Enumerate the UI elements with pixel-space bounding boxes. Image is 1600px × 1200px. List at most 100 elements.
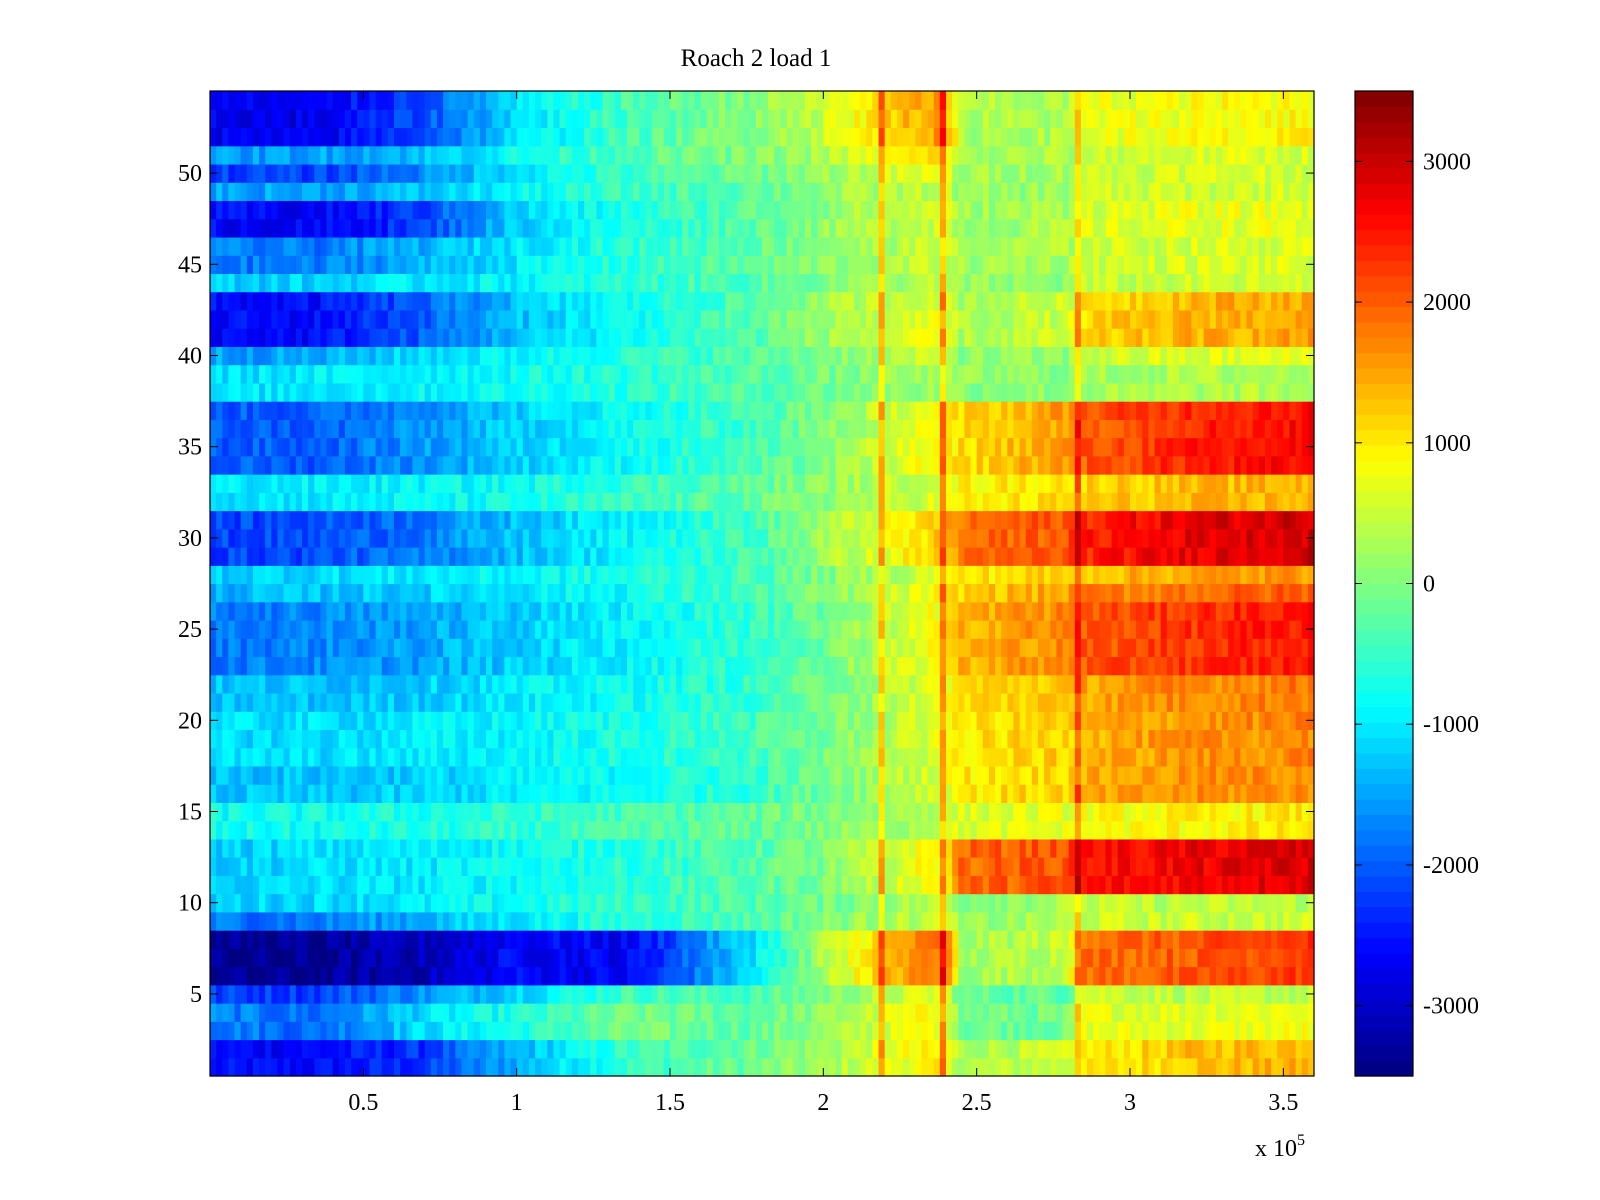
heatmap-cell xyxy=(1025,674,1033,694)
heatmap-cell xyxy=(271,692,279,712)
heatmap-cell xyxy=(762,802,769,822)
heatmap-cell xyxy=(1074,838,1082,858)
heatmap-cell xyxy=(283,930,291,949)
heatmap-cell xyxy=(381,948,389,968)
heatmap-cell xyxy=(1056,583,1064,603)
heatmap-cell xyxy=(786,601,794,621)
heatmap-cell xyxy=(645,930,653,949)
heatmap-cell xyxy=(320,619,328,639)
heatmap-cell xyxy=(234,674,242,694)
heatmap-cell xyxy=(1289,966,1297,986)
heatmap-cell xyxy=(302,1057,309,1077)
heatmap-cell xyxy=(375,875,383,895)
heatmap-cell xyxy=(1050,747,1057,767)
heatmap-cell xyxy=(314,765,321,785)
heatmap-cell xyxy=(1038,729,1045,749)
heatmap-cell xyxy=(670,765,677,785)
heatmap-cell xyxy=(1166,729,1174,749)
heatmap-cell xyxy=(1197,948,1205,968)
heatmap-cell xyxy=(1001,1057,1008,1077)
heatmap-cell xyxy=(786,747,794,767)
heatmap-cell xyxy=(222,674,229,694)
heatmap-cell xyxy=(406,820,413,840)
heatmap-cell xyxy=(1130,984,1137,1004)
heatmap-cell xyxy=(504,857,512,876)
heatmap-cell xyxy=(927,857,935,876)
heatmap-cell xyxy=(939,966,947,986)
heatmap-cell xyxy=(866,911,873,931)
heatmap-cell xyxy=(351,1021,358,1041)
heatmap-cell xyxy=(332,784,340,803)
heatmap-cell xyxy=(430,583,438,603)
heatmap-cell xyxy=(952,784,959,803)
heatmap-cell xyxy=(1191,674,1199,694)
heatmap-cell xyxy=(412,966,420,986)
heatmap-cell xyxy=(1087,656,1094,676)
heatmap-cell xyxy=(326,893,334,913)
heatmap-cell xyxy=(1044,565,1051,585)
heatmap-cell xyxy=(1062,601,1070,621)
heatmap-cell xyxy=(749,784,757,803)
heatmap-cell xyxy=(694,711,702,731)
heatmap-cell xyxy=(602,784,610,803)
heatmap-cell xyxy=(829,1003,837,1022)
heatmap-cell xyxy=(590,656,597,676)
heatmap-cell xyxy=(639,747,647,767)
heatmap-cell xyxy=(1277,930,1284,949)
heatmap-cell xyxy=(210,656,217,676)
heatmap-cell xyxy=(719,1021,726,1041)
heatmap-cell xyxy=(1111,711,1119,731)
heatmap-cell xyxy=(1044,765,1051,785)
heatmap-cell xyxy=(645,619,653,639)
heatmap-cell xyxy=(338,601,346,621)
heatmap-cell xyxy=(228,1039,236,1059)
heatmap-cell xyxy=(884,875,892,895)
heatmap-cell xyxy=(1019,784,1027,803)
heatmap-cell xyxy=(578,893,585,913)
heatmap-cell xyxy=(896,656,904,676)
heatmap-cell xyxy=(1185,619,1192,639)
heatmap-cell xyxy=(620,820,628,840)
heatmap-cell xyxy=(375,583,383,603)
heatmap-cell xyxy=(780,674,788,694)
heatmap-cell xyxy=(890,857,898,876)
heatmap-cell xyxy=(314,638,321,658)
heatmap-cell xyxy=(332,638,340,658)
heatmap-cell xyxy=(571,911,579,931)
heatmap-cell xyxy=(1277,692,1284,712)
heatmap-cell xyxy=(608,601,616,621)
heatmap-cell xyxy=(1062,984,1070,1004)
heatmap-cell xyxy=(1142,1021,1149,1041)
heatmap-cell xyxy=(639,1021,647,1041)
heatmap-cell xyxy=(1050,948,1057,968)
heatmap-cell xyxy=(210,583,217,603)
heatmap-cell xyxy=(884,784,892,803)
heatmap-cell xyxy=(829,601,837,621)
heatmap-cell xyxy=(375,930,383,949)
heatmap-cell xyxy=(762,1021,769,1041)
heatmap-cell xyxy=(755,674,763,694)
heatmap-cell xyxy=(400,1021,407,1041)
heatmap-cell xyxy=(608,1021,616,1041)
heatmap-cell xyxy=(663,692,671,712)
heatmap-cell xyxy=(927,1003,935,1022)
heatmap-cell xyxy=(553,656,561,676)
heatmap-cell xyxy=(1228,820,1235,840)
heatmap-cell xyxy=(719,765,726,785)
heatmap-cell xyxy=(1074,674,1082,694)
heatmap-cell xyxy=(1130,1021,1137,1041)
heatmap-cell xyxy=(584,930,591,949)
heatmap-cell xyxy=(578,802,585,822)
heatmap-cell xyxy=(295,820,303,840)
heatmap-cell xyxy=(1068,857,1076,876)
heatmap-cell xyxy=(1246,692,1254,712)
heatmap-cell xyxy=(1142,619,1149,639)
heatmap-cell xyxy=(1068,1039,1076,1059)
heatmap-cell xyxy=(1203,875,1211,895)
heatmap-cell xyxy=(363,656,371,676)
heatmap-cell xyxy=(240,765,248,785)
heatmap-cell xyxy=(663,638,671,658)
heatmap-cell xyxy=(1038,565,1045,585)
heatmap-cell xyxy=(240,729,248,749)
heatmap-cell xyxy=(903,747,910,767)
